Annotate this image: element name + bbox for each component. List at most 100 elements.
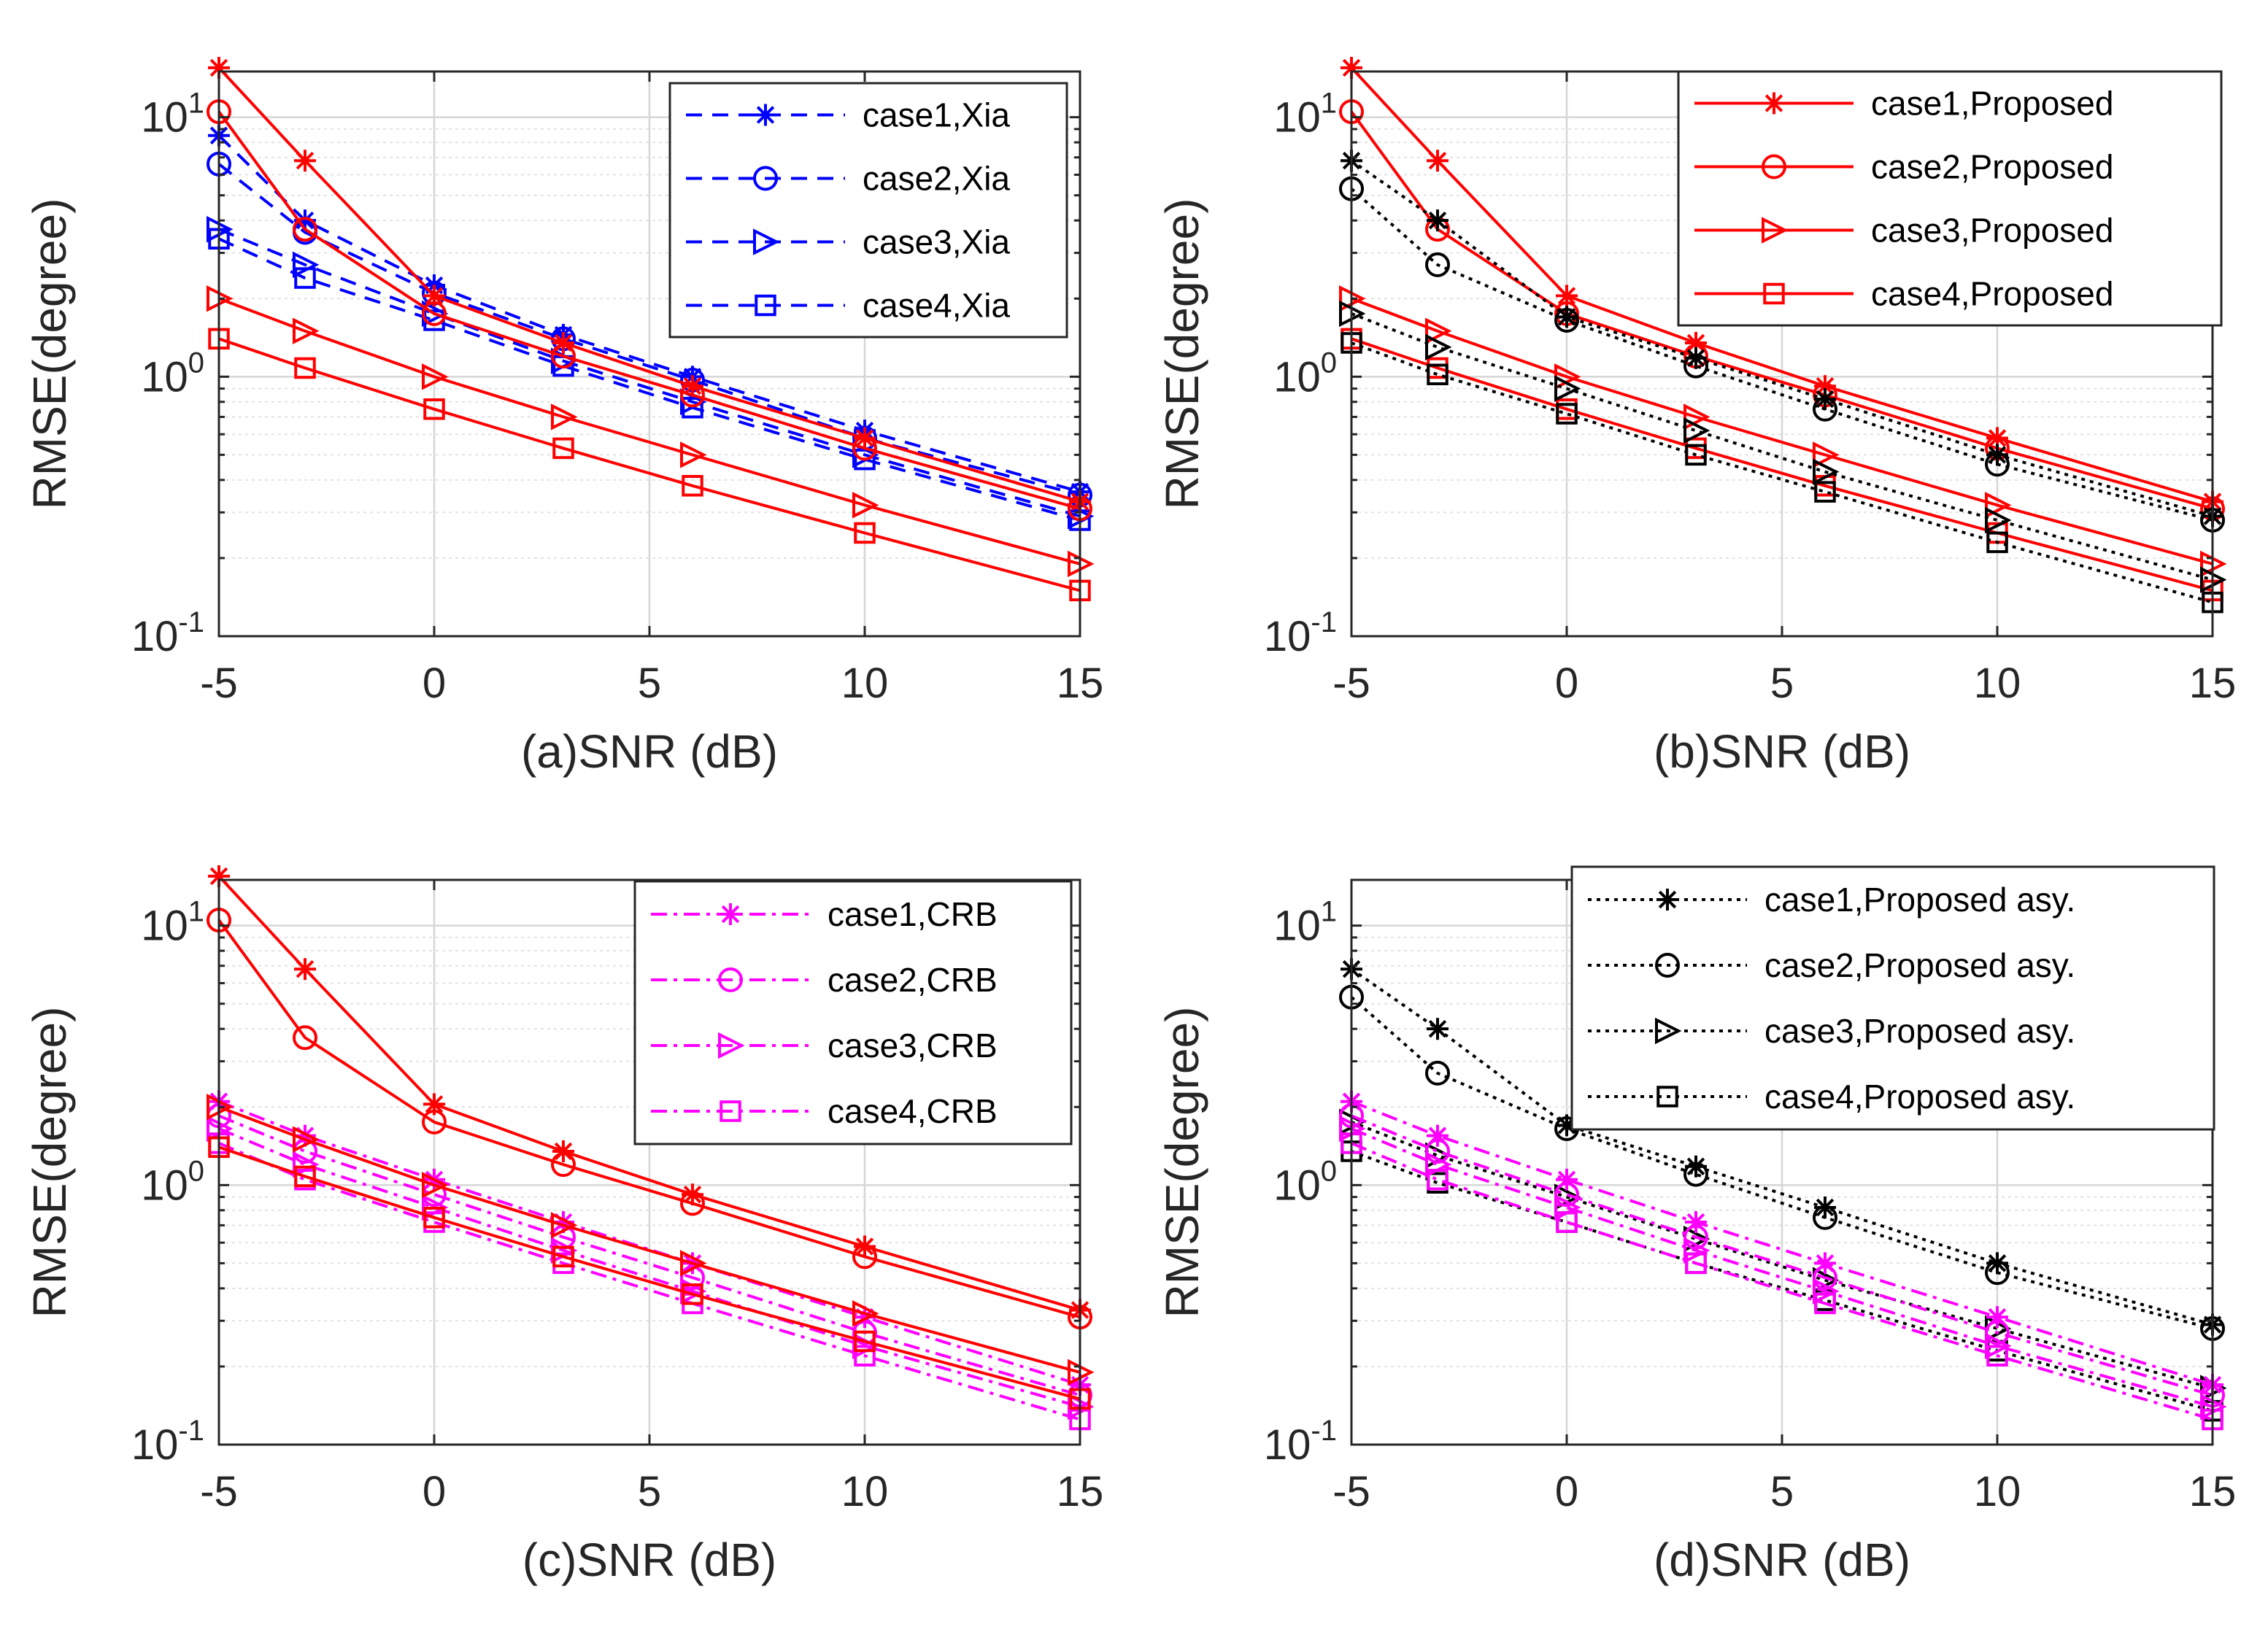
data-point	[1554, 375, 1581, 402]
legend-label: case4,Proposed	[1871, 275, 2113, 313]
x-axis-label: (c)SNR (dB)	[522, 1534, 776, 1586]
y-axis-label: RMSE(degree)	[23, 1007, 76, 1318]
series-line	[217, 919, 1081, 1319]
series-line	[218, 1145, 1081, 1401]
legend-marker	[1655, 953, 1680, 978]
data-point	[1814, 481, 1836, 503]
data-point	[1683, 403, 1710, 430]
legend: case1,Xia case2,Xia case3,Xia case4,Xia	[668, 82, 1068, 339]
data-point	[422, 363, 449, 390]
legend-label: case2,Proposed asy.	[1764, 946, 2075, 984]
x-tick-label: 10	[841, 660, 889, 707]
data-point	[1986, 531, 2008, 554]
y-axis-label: RMSE(degree)	[1156, 198, 1208, 510]
data-point	[852, 1320, 877, 1345]
y-tick-label: 100	[1273, 347, 1337, 401]
data-point	[680, 1191, 705, 1216]
series-line	[1351, 1114, 2213, 1397]
x-tick-label: 10	[1974, 660, 2021, 707]
x-axis-label: (a)SNR (dB)	[521, 725, 778, 778]
legend-label: case1,CRB	[828, 895, 998, 933]
series-line	[1351, 1142, 2213, 1421]
data-point	[551, 1152, 576, 1178]
x-tick-label: 5	[1770, 660, 1794, 707]
data-point	[854, 522, 876, 544]
x-tick-label: 10	[1974, 1468, 2021, 1515]
x-tick-label: 0	[423, 1468, 446, 1515]
data-point	[294, 267, 316, 289]
series-line	[217, 163, 1081, 497]
data-point	[422, 1172, 449, 1199]
data-point	[1556, 403, 1578, 425]
x-tick-label: 15	[2189, 660, 2237, 707]
y-tick-label: 10-1	[131, 1415, 204, 1469]
series-line	[1351, 341, 2213, 604]
data-point	[1985, 452, 2010, 477]
x-tick-label: 0	[1555, 1468, 1578, 1515]
data-point	[1556, 1211, 1578, 1233]
data-point	[293, 317, 320, 344]
data-point	[422, 1109, 447, 1135]
data-point	[423, 1207, 445, 1229]
x-axis-label: (d)SNR (dB)	[1654, 1534, 1910, 1586]
legend-label: case1,Proposed	[1871, 85, 2113, 123]
series-line	[218, 228, 1081, 518]
x-tick-label: 15	[2189, 1468, 2237, 1515]
data-point	[1813, 1278, 1840, 1305]
data-point	[1813, 1265, 1837, 1291]
data-point	[680, 382, 705, 408]
data-point	[682, 475, 703, 497]
legend: case1,Proposed case2,Proposed case3,Propos…	[1677, 70, 2223, 327]
x-tick-label: 10	[841, 1468, 889, 1515]
data-point	[1683, 353, 1708, 379]
data-point	[1985, 506, 2012, 534]
legend: case1,CRB case2,CRB case3,CRB case4,CRB	[633, 880, 1073, 1145]
legend-marker	[1763, 92, 1785, 115]
legend-label: case3,Proposed	[1871, 212, 2113, 250]
legend-marker	[1656, 1086, 1678, 1108]
data-point	[680, 441, 707, 468]
data-point	[1427, 150, 1449, 172]
data-point	[551, 344, 576, 369]
series-line	[1350, 188, 2213, 522]
data-point	[1427, 1169, 1449, 1191]
data-point	[1425, 252, 1450, 277]
data-point	[1554, 307, 1579, 333]
legend-label: case3,Proposed asy.	[1764, 1012, 2075, 1050]
legend-marker	[1763, 282, 1785, 305]
x-tick-label: 0	[423, 660, 446, 707]
series-line	[218, 1105, 1081, 1374]
data-point	[680, 1250, 707, 1277]
data-point	[1683, 1224, 1708, 1250]
legend-box	[633, 880, 1073, 1145]
x-tick-label: -5	[200, 660, 238, 707]
legend-label: case3,CRB	[828, 1027, 998, 1064]
legend-marker	[718, 1032, 745, 1059]
data-point	[852, 1300, 879, 1327]
data-point	[1554, 1182, 1579, 1207]
data-point	[1813, 396, 1837, 422]
legend-label: case2,CRB	[828, 961, 998, 999]
chart-panel-4: -5 0 5 10 15 10-1 100 101 (d)SNR (dB) RMSE(degree…	[1156, 865, 2237, 1586]
legend-marker	[720, 1100, 741, 1122]
data-point	[1683, 1237, 1710, 1264]
series-line	[217, 110, 1081, 511]
legend-marker	[720, 903, 741, 925]
x-tick-label: 5	[1770, 1468, 1794, 1515]
x-tick-label: 5	[638, 1468, 661, 1515]
x-tick-label: 0	[1555, 660, 1578, 707]
data-point	[1427, 209, 1449, 232]
x-tick-label: -5	[1332, 660, 1370, 707]
data-point	[1425, 1138, 1450, 1164]
x-tick-label: 15	[1057, 660, 1104, 707]
y-axis-label: RMSE(degree)	[1156, 1007, 1208, 1318]
data-point	[1985, 1332, 2012, 1360]
data-point	[1986, 1345, 2008, 1367]
data-point	[1985, 492, 2012, 519]
data-point	[1685, 444, 1707, 466]
legend-label: case2,Xia	[863, 160, 1010, 198]
legend-marker	[1655, 1017, 1682, 1045]
data-point	[852, 436, 877, 461]
legend-label: case4,Proposed asy.	[1764, 1078, 2075, 1116]
